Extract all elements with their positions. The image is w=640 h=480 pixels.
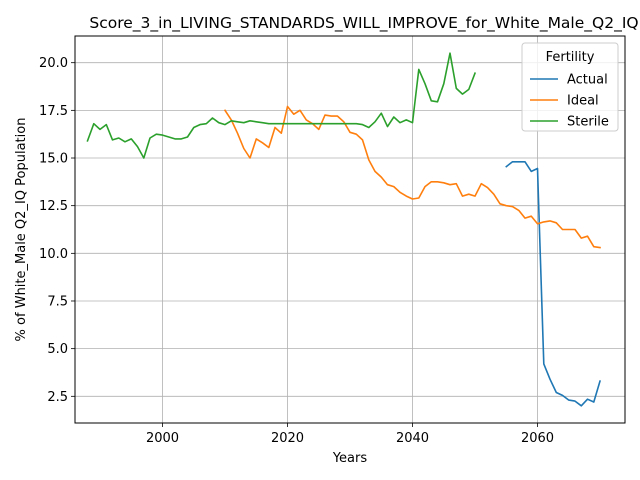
chart-title: Score_3_in_LIVING_STANDARDS_WILL_IMPROVE… [89, 14, 638, 33]
legend-items: Actual Ideal Sterile [530, 73, 609, 130]
y-tick-label: 2.5 [47, 390, 68, 405]
legend: Fertility Actual Ideal Sterile [521, 42, 619, 132]
y-tick-label: 12.5 [39, 199, 68, 214]
series-line-ideal [223, 105, 601, 249]
x-tick-label: 2000 [146, 431, 179, 446]
y-tick-label: 5.0 [47, 342, 68, 357]
y-tick-label: 15.0 [39, 152, 68, 167]
y-tick-label: 10.0 [39, 247, 68, 262]
x-tick-label: 2040 [396, 431, 429, 446]
legend-box [521, 42, 619, 132]
series-lines [86, 52, 601, 407]
x-axis-label: Years [332, 451, 368, 466]
legend-title: Fertility [546, 50, 595, 65]
y-tick-label: 20.0 [39, 56, 68, 71]
series-line-sterile [86, 52, 477, 159]
x-tick-label: 2020 [271, 431, 304, 446]
y-tick-label: 17.5 [39, 104, 68, 119]
axis-ticks: 2000 2020 2040 2060 2.5 5.0 7.5 10.0 12.5 15.0 17.… [39, 56, 554, 446]
x-tick-label: 2060 [521, 431, 554, 446]
legend-label-actual: Actual [567, 73, 608, 88]
y-axis-label: % of White_Male Q2_IQ Population [14, 118, 29, 342]
series-line-actual [505, 161, 601, 407]
plot-frame [74, 35, 626, 424]
legend-label-sterile: Sterile [567, 115, 609, 130]
legend-label-ideal: Ideal [567, 94, 599, 109]
y-tick-label: 7.5 [47, 294, 68, 309]
